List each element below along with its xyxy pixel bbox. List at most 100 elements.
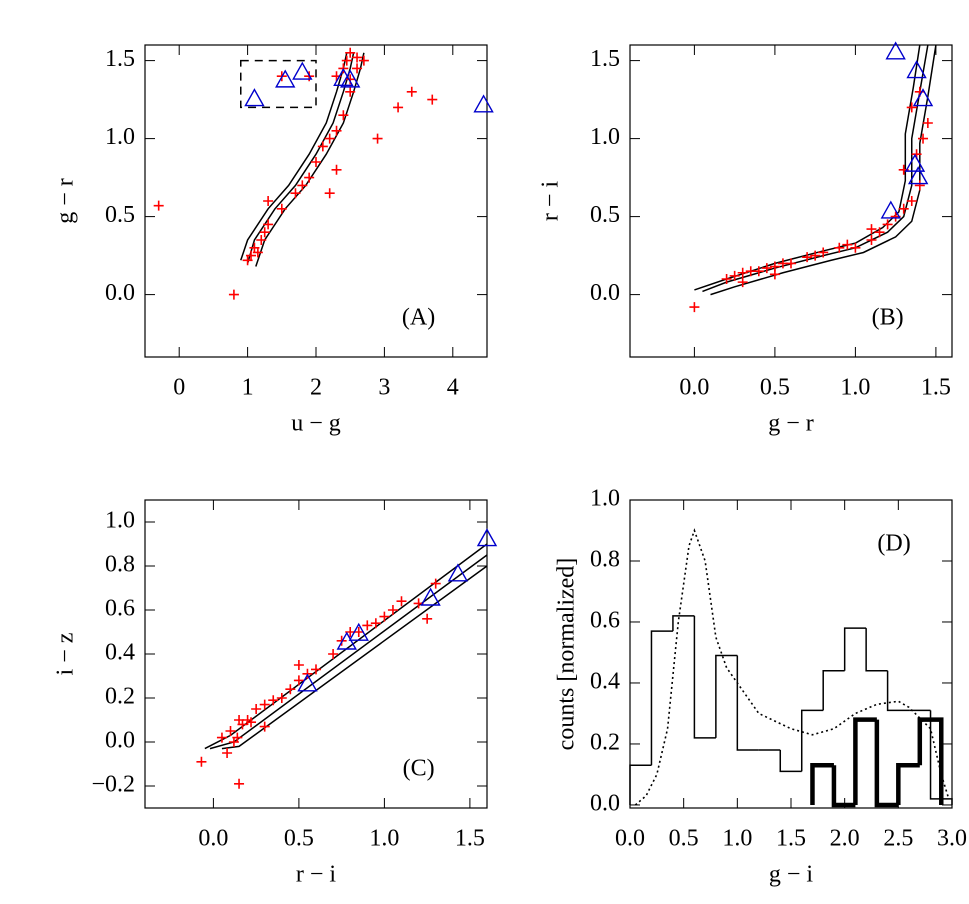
point <box>246 717 257 728</box>
point <box>379 611 390 622</box>
point <box>387 605 398 615</box>
histogram-bin <box>810 763 834 805</box>
point <box>216 732 227 743</box>
point <box>290 188 301 199</box>
panel: 0.0 0.5 1.0 1.5 2.0 2.5 3.0 0.0 0.2 0.4 0.6 0.8 1.0 g… <box>554 486 968 888</box>
point <box>333 67 354 87</box>
point <box>912 88 934 107</box>
point <box>866 224 877 235</box>
point <box>331 125 342 136</box>
point <box>324 188 335 199</box>
point <box>753 266 764 277</box>
y-tick-label: 1.5 <box>590 46 620 72</box>
y-tick-label: 1.0 <box>105 124 135 150</box>
point <box>422 613 433 624</box>
point <box>362 620 373 631</box>
y-axis-title: g − r <box>53 178 79 224</box>
point <box>729 270 740 281</box>
y-tick-label: 0.2 <box>590 729 620 755</box>
point <box>293 660 304 670</box>
point <box>225 726 236 736</box>
point <box>324 133 335 144</box>
point <box>328 649 339 659</box>
histogram-bin <box>831 765 856 808</box>
point <box>914 180 925 191</box>
y-tick-label: 1.0 <box>590 486 620 512</box>
y-tick-label: 0.8 <box>105 552 135 578</box>
x-tick-label: 0.0 <box>679 375 709 401</box>
point <box>341 55 352 66</box>
point <box>348 622 369 641</box>
point <box>447 563 469 582</box>
point <box>153 200 164 211</box>
point <box>737 277 748 288</box>
y-tick-label: 0.6 <box>105 596 135 622</box>
point <box>317 141 328 152</box>
y-tick-label: 0.5 <box>590 202 620 228</box>
point <box>834 242 845 253</box>
y-axis-title: i − z <box>53 633 79 676</box>
panel-label: (C) <box>403 756 435 782</box>
point <box>737 267 748 278</box>
point <box>358 55 369 66</box>
point <box>907 166 929 185</box>
point <box>232 732 243 743</box>
highlight-box <box>240 59 317 109</box>
x-tick-label: 0.0 <box>198 826 228 852</box>
y-tick-label: 1.5 <box>105 46 135 72</box>
point <box>898 203 909 214</box>
data-line <box>221 565 488 750</box>
point <box>297 673 318 692</box>
y-tick-label: −0.2 <box>91 772 135 798</box>
point <box>372 133 383 144</box>
point <box>918 133 929 144</box>
x-axis-title: g − i <box>769 862 814 888</box>
histogram-bin <box>843 627 867 671</box>
histogram-bin <box>629 764 652 805</box>
histogram-bin <box>800 709 824 772</box>
point <box>396 596 407 607</box>
histogram-bin <box>886 670 910 712</box>
y-axis-title: counts [normalized] <box>554 558 580 751</box>
point <box>228 289 239 300</box>
point <box>263 219 274 230</box>
y-tick-label: 0.4 <box>590 668 620 694</box>
y-tick-label: 0.2 <box>105 684 135 710</box>
panel: 0.0 0.5 1.0 1.5 −0.2 0.0 0.2 0.4 0.6 0.8 1.0 r − i i… <box>53 499 498 888</box>
plot-frame <box>144 44 488 358</box>
x-tick-label: 1.5 <box>455 826 485 852</box>
point <box>336 631 357 650</box>
x-tick-label: 4 <box>447 375 459 401</box>
point <box>352 63 363 74</box>
point <box>721 274 732 284</box>
y-tick-label: 0.0 <box>105 728 135 754</box>
point <box>222 748 233 758</box>
y-tick-label: 0.0 <box>105 280 135 306</box>
point <box>331 164 342 175</box>
plot-frame <box>144 499 488 809</box>
panel-label: (D) <box>877 531 910 557</box>
x-tick-label: 0.5 <box>760 375 790 401</box>
point <box>244 88 265 107</box>
point <box>251 704 262 714</box>
y-tick-label: 0.6 <box>590 607 620 633</box>
point <box>259 699 270 710</box>
histogram-bin <box>715 654 738 738</box>
x-tick-label: 2.0 <box>830 826 860 852</box>
point <box>285 684 296 695</box>
histogram-bin <box>853 717 877 805</box>
x-axis-title: g − r <box>768 411 814 437</box>
point <box>882 219 893 230</box>
data-line <box>710 44 937 296</box>
y-tick-label: 0.4 <box>105 640 135 666</box>
y-tick-label: 0.5 <box>105 202 135 228</box>
point <box>276 693 287 703</box>
point <box>252 247 263 258</box>
x-tick-label: 3 <box>378 375 390 401</box>
point <box>866 235 877 245</box>
data-line <box>240 52 348 261</box>
x-axis-title: u − g <box>291 411 341 437</box>
point <box>196 756 207 767</box>
y-tick-label: 0.8 <box>590 546 620 572</box>
point <box>476 528 498 547</box>
